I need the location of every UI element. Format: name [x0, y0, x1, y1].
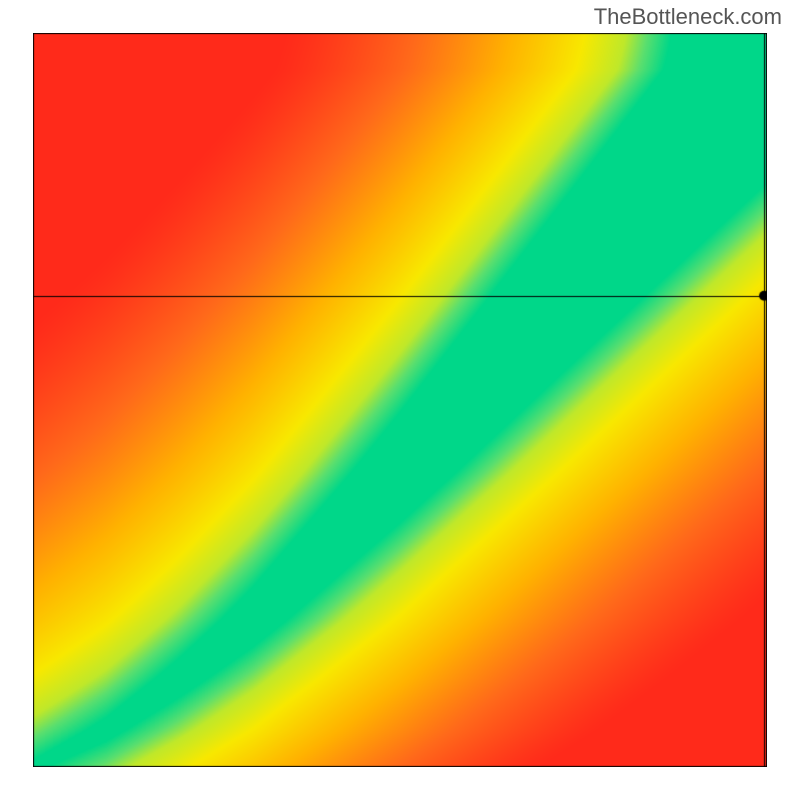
heatmap-canvas: [33, 33, 767, 767]
watermark-text: TheBottleneck.com: [594, 4, 782, 30]
bottleneck-heatmap: [33, 33, 767, 767]
